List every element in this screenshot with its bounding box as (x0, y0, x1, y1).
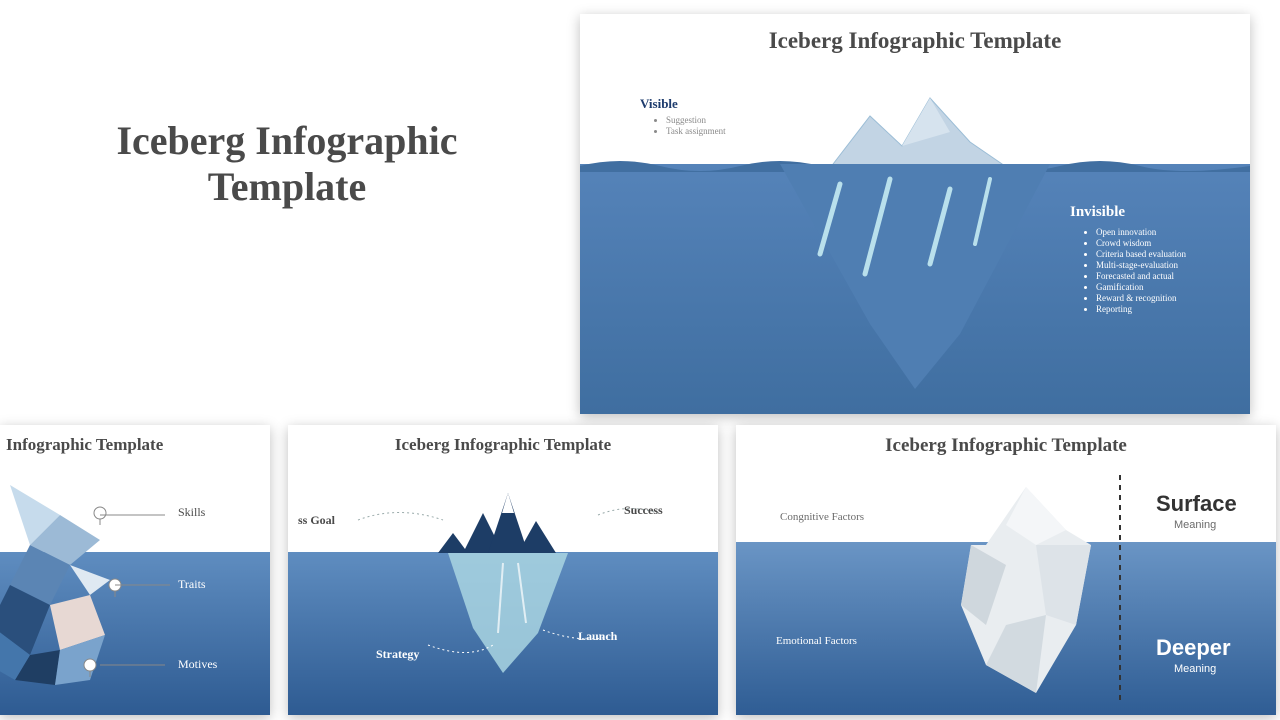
card2-leaders (100, 505, 210, 705)
card-goal-success: Iceberg Infographic Template ss Goal Suc… (288, 425, 718, 715)
card2-label-motives: Motives (178, 657, 217, 672)
card1-invisible-item: Open innovation (1096, 227, 1250, 237)
card1-visible-item: Task assignment (666, 126, 790, 136)
card3-label-strategy: Strategy (376, 647, 419, 662)
card3-label-launch: Launch (578, 629, 617, 644)
card3-leaders (288, 425, 718, 715)
card1-invisible-item: Multi-stage-evaluation (1096, 260, 1250, 270)
card2-label-skills: Skills (178, 505, 205, 520)
card3-label-success: Success (624, 503, 663, 518)
card1-visible-list: Suggestion Task assignment (650, 114, 790, 137)
card4-dashline (1118, 475, 1122, 705)
card1-iceberg-top (790, 92, 1040, 170)
card4-title: Iceberg Infographic Template (736, 425, 1276, 457)
card1-title: Iceberg Infographic Template (580, 14, 1250, 54)
card4-label-cognitive: Congnitive Factors (780, 511, 864, 523)
main-title: Iceberg Infographic Template (52, 118, 522, 210)
card4-label-emotional: Emotional Factors (776, 635, 857, 647)
card1-invisible-item: Criteria based evaluation (1096, 249, 1250, 259)
card1-invisible-item: Reporting (1096, 304, 1250, 314)
card1-iceberg-bottom (750, 164, 1080, 394)
card4-label-deeper-sub: Meaning (1174, 663, 1216, 675)
card1-visible-item: Suggestion (666, 115, 790, 125)
card2-title: Infographic Template (0, 425, 270, 455)
card1-invisible-item: Reward & recognition (1096, 293, 1250, 303)
card1-invisible-item: Crowd wisdom (1096, 238, 1250, 248)
card1-invisible-item: Gamification (1096, 282, 1250, 292)
card2-label-traits: Traits (178, 577, 206, 592)
card1-invisible-item: Forecasted and actual (1096, 271, 1250, 281)
card-visible-invisible: Iceberg Infographic Template Visible Sug… (580, 14, 1250, 414)
card-surface-deeper: Iceberg Infographic Template Congnitive … (736, 425, 1276, 715)
card1-invisible-list: Open innovation Crowd wisdom Criteria ba… (1080, 226, 1250, 315)
card4-label-deeper: Deeper (1156, 635, 1231, 661)
card4-label-surface: Surface (1156, 491, 1237, 517)
card4-iceberg (926, 475, 1126, 705)
card-skills-traits: Infographic Template Skills Traits Motiv… (0, 425, 270, 715)
card3-label-goal: ss Goal (298, 513, 335, 528)
card1-invisible-heading: Invisible (1070, 204, 1125, 221)
card4-label-surface-sub: Meaning (1174, 519, 1216, 531)
card1-visible-heading: Visible (640, 96, 678, 112)
